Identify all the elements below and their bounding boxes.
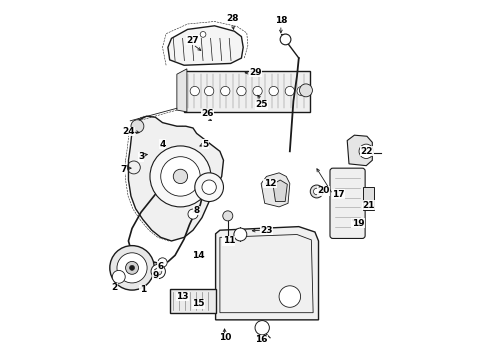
Polygon shape: [364, 187, 374, 211]
Text: 10: 10: [219, 333, 231, 342]
Circle shape: [310, 185, 323, 198]
Circle shape: [220, 86, 230, 96]
Circle shape: [279, 286, 300, 307]
Text: 24: 24: [122, 127, 135, 136]
Circle shape: [204, 86, 214, 96]
Circle shape: [155, 268, 162, 275]
Circle shape: [285, 86, 294, 96]
Circle shape: [190, 86, 199, 96]
Text: 21: 21: [363, 201, 375, 210]
Polygon shape: [261, 173, 290, 207]
Circle shape: [234, 228, 247, 241]
Text: 27: 27: [187, 36, 199, 45]
Text: 25: 25: [255, 100, 268, 109]
Circle shape: [158, 258, 167, 267]
Circle shape: [117, 253, 147, 283]
Circle shape: [150, 146, 211, 207]
Text: 22: 22: [361, 147, 373, 156]
Circle shape: [359, 144, 373, 158]
Circle shape: [237, 86, 246, 96]
Text: 7: 7: [120, 165, 126, 174]
Circle shape: [253, 86, 262, 96]
Circle shape: [131, 120, 144, 133]
Text: 13: 13: [176, 292, 189, 301]
Text: 6: 6: [158, 262, 164, 271]
Text: 19: 19: [352, 219, 364, 228]
Text: 4: 4: [159, 140, 166, 149]
Circle shape: [297, 86, 306, 96]
Circle shape: [269, 86, 278, 96]
Circle shape: [280, 34, 291, 45]
Text: 15: 15: [192, 299, 205, 308]
Text: 26: 26: [201, 109, 214, 118]
Text: 17: 17: [332, 190, 344, 199]
Circle shape: [151, 264, 166, 279]
Text: 12: 12: [264, 179, 276, 188]
Text: 8: 8: [194, 206, 200, 215]
Circle shape: [110, 246, 154, 290]
Polygon shape: [347, 135, 372, 166]
Circle shape: [255, 320, 270, 335]
Text: 3: 3: [138, 152, 144, 161]
Circle shape: [202, 180, 216, 194]
Polygon shape: [128, 116, 223, 241]
Text: 14: 14: [192, 251, 205, 260]
Text: 5: 5: [202, 140, 209, 149]
Polygon shape: [168, 26, 243, 65]
Text: 11: 11: [222, 237, 235, 246]
Text: 9: 9: [152, 270, 159, 279]
Text: 1: 1: [140, 285, 146, 294]
Polygon shape: [177, 69, 187, 112]
Text: 2: 2: [111, 283, 117, 292]
Circle shape: [314, 188, 320, 195]
Circle shape: [112, 270, 125, 283]
Polygon shape: [216, 226, 318, 320]
Polygon shape: [170, 289, 216, 313]
Circle shape: [125, 261, 139, 274]
Circle shape: [223, 211, 233, 221]
Text: 16: 16: [255, 335, 268, 344]
Text: 20: 20: [318, 186, 330, 195]
Polygon shape: [184, 71, 310, 112]
Circle shape: [188, 209, 198, 219]
Circle shape: [173, 169, 188, 184]
Circle shape: [195, 173, 223, 202]
Polygon shape: [273, 180, 287, 202]
Circle shape: [299, 84, 313, 97]
Circle shape: [161, 157, 200, 196]
FancyBboxPatch shape: [330, 168, 365, 238]
Circle shape: [200, 32, 206, 37]
Circle shape: [129, 265, 135, 270]
Text: 29: 29: [249, 68, 262, 77]
Text: 18: 18: [274, 16, 287, 25]
Text: 23: 23: [260, 226, 273, 235]
Text: 28: 28: [226, 14, 239, 23]
